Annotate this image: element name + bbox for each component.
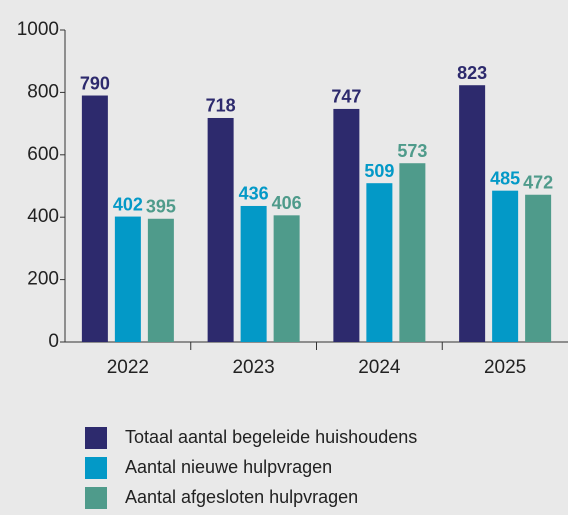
- bar: [333, 108, 360, 342]
- value-label: 485: [490, 168, 520, 188]
- y-tick-label: 400: [27, 206, 59, 227]
- x-tick-label: 2023: [232, 357, 274, 378]
- bar: [492, 190, 519, 342]
- value-label: 718: [206, 96, 236, 116]
- value-label: 472: [523, 172, 553, 192]
- bar: [366, 183, 393, 342]
- value-label: 790: [80, 73, 110, 93]
- bar: [207, 117, 234, 342]
- x-tick-label: 2025: [484, 357, 526, 378]
- value-label: 402: [113, 194, 143, 214]
- legend-label: Totaal aantal begeleide huishoudens: [125, 427, 417, 447]
- value-label: 823: [457, 63, 487, 83]
- legend-swatch: [85, 457, 107, 479]
- value-label: 395: [146, 197, 176, 217]
- bar: [147, 218, 174, 342]
- bar: [240, 205, 267, 342]
- bar: [399, 163, 426, 342]
- y-tick-label: 1000: [17, 19, 59, 40]
- bar: [81, 95, 108, 343]
- value-label: 573: [397, 141, 427, 161]
- legend-swatch: [85, 487, 107, 509]
- bar: [273, 215, 300, 342]
- x-tick-label: 2022: [107, 357, 149, 378]
- value-label: 747: [331, 87, 361, 107]
- value-label: 406: [272, 193, 302, 213]
- bar: [114, 216, 141, 342]
- value-label: 436: [239, 184, 269, 204]
- bar: [525, 194, 552, 342]
- y-tick-label: 800: [27, 81, 59, 102]
- x-tick-label: 2024: [358, 357, 401, 378]
- y-tick-label: 200: [27, 269, 59, 290]
- legend-label: Aantal nieuwe hulpvragen: [125, 457, 332, 477]
- y-tick-label: 600: [27, 144, 59, 165]
- value-label: 509: [364, 161, 394, 181]
- bar: [459, 85, 486, 342]
- legend-label: Aantal afgesloten hulpvragen: [125, 487, 358, 507]
- legend-swatch: [85, 427, 107, 449]
- y-tick-label: 0: [48, 331, 59, 352]
